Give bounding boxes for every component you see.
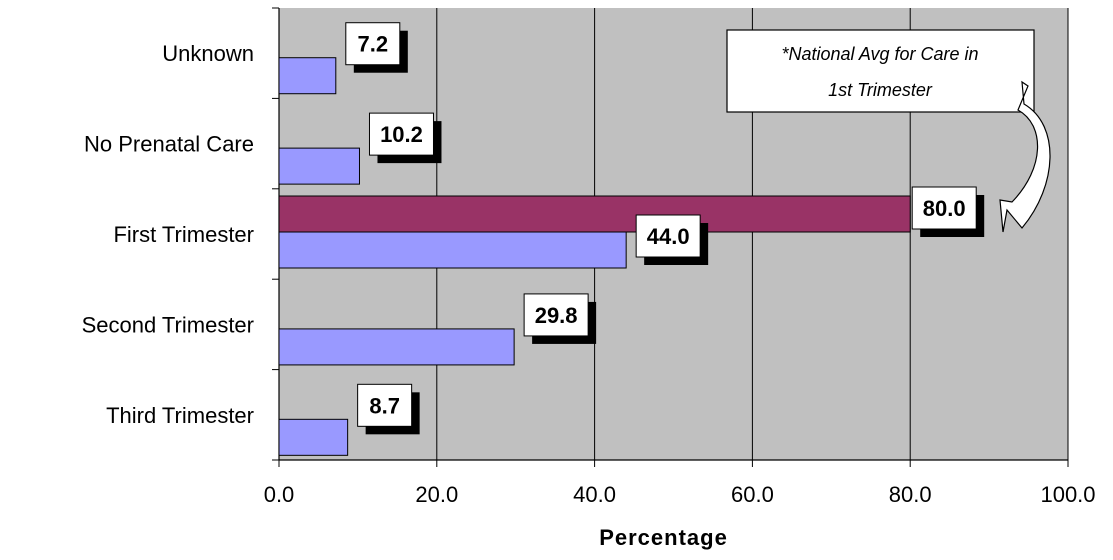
bar-second-trimester — [278, 328, 515, 366]
category-label: Third Trimester — [106, 403, 254, 428]
bar-first-trimester — [278, 231, 627, 269]
bar-no-prenatal-care — [278, 147, 360, 185]
category-label: No Prenatal Care — [84, 132, 254, 157]
x-tick-label: 0.0 — [264, 482, 295, 507]
data-label-unknown: 7.2 — [358, 32, 389, 57]
x-tick-label: 100.0 — [1040, 482, 1095, 507]
data-label-no-prenatal-care: 10.2 — [380, 122, 423, 147]
category-label: Unknown — [162, 41, 254, 66]
callout-line-1: *National Avg for Care in — [781, 44, 978, 64]
data-label-national-average: 80.0 — [923, 196, 966, 221]
data-label-second-trimester-box — [523, 293, 589, 337]
data-labels: 7.2 10.2 44.0 80.0 29.8 8.7 — [345, 22, 985, 435]
bar-third-trimester — [278, 418, 349, 456]
x-tick-label: 80.0 — [889, 482, 932, 507]
data-label-first-trimester-box — [635, 214, 701, 258]
callout-line-2: 1st Trimester — [828, 80, 933, 100]
data-label-third-trimester: 8.7 — [369, 393, 400, 418]
data-label-national-average-box — [911, 186, 977, 230]
callout-box — [726, 29, 1035, 113]
category-label: Second Trimester — [82, 312, 254, 337]
x-tick-label: 40.0 — [573, 482, 616, 507]
x-tick-labels: 0.0 20.0 40.0 60.0 80.0 100.0 — [264, 482, 1096, 507]
category-label: First Trimester — [113, 222, 254, 247]
bar-national-average — [278, 195, 911, 233]
category-labels: Unknown No Prenatal Care First Trimester Se… — [82, 41, 254, 428]
x-tick-label: 20.0 — [415, 482, 458, 507]
x-tick-label: 60.0 — [731, 482, 774, 507]
data-label-no-prenatal-care-box — [368, 112, 434, 156]
data-label-third-trimester-box — [357, 383, 413, 427]
bar-unknown — [278, 57, 337, 95]
data-label-second-trimester: 29.8 — [535, 303, 578, 328]
data-label-first-trimester: 44.0 — [647, 224, 690, 249]
national-average-callout: *National Avg for Care in 1st Trimester — [726, 29, 1051, 233]
callout-arrow — [999, 80, 1051, 233]
x-axis-title: Percentage — [599, 525, 728, 550]
bars — [278, 57, 911, 456]
data-label-unknown-box — [345, 22, 401, 66]
